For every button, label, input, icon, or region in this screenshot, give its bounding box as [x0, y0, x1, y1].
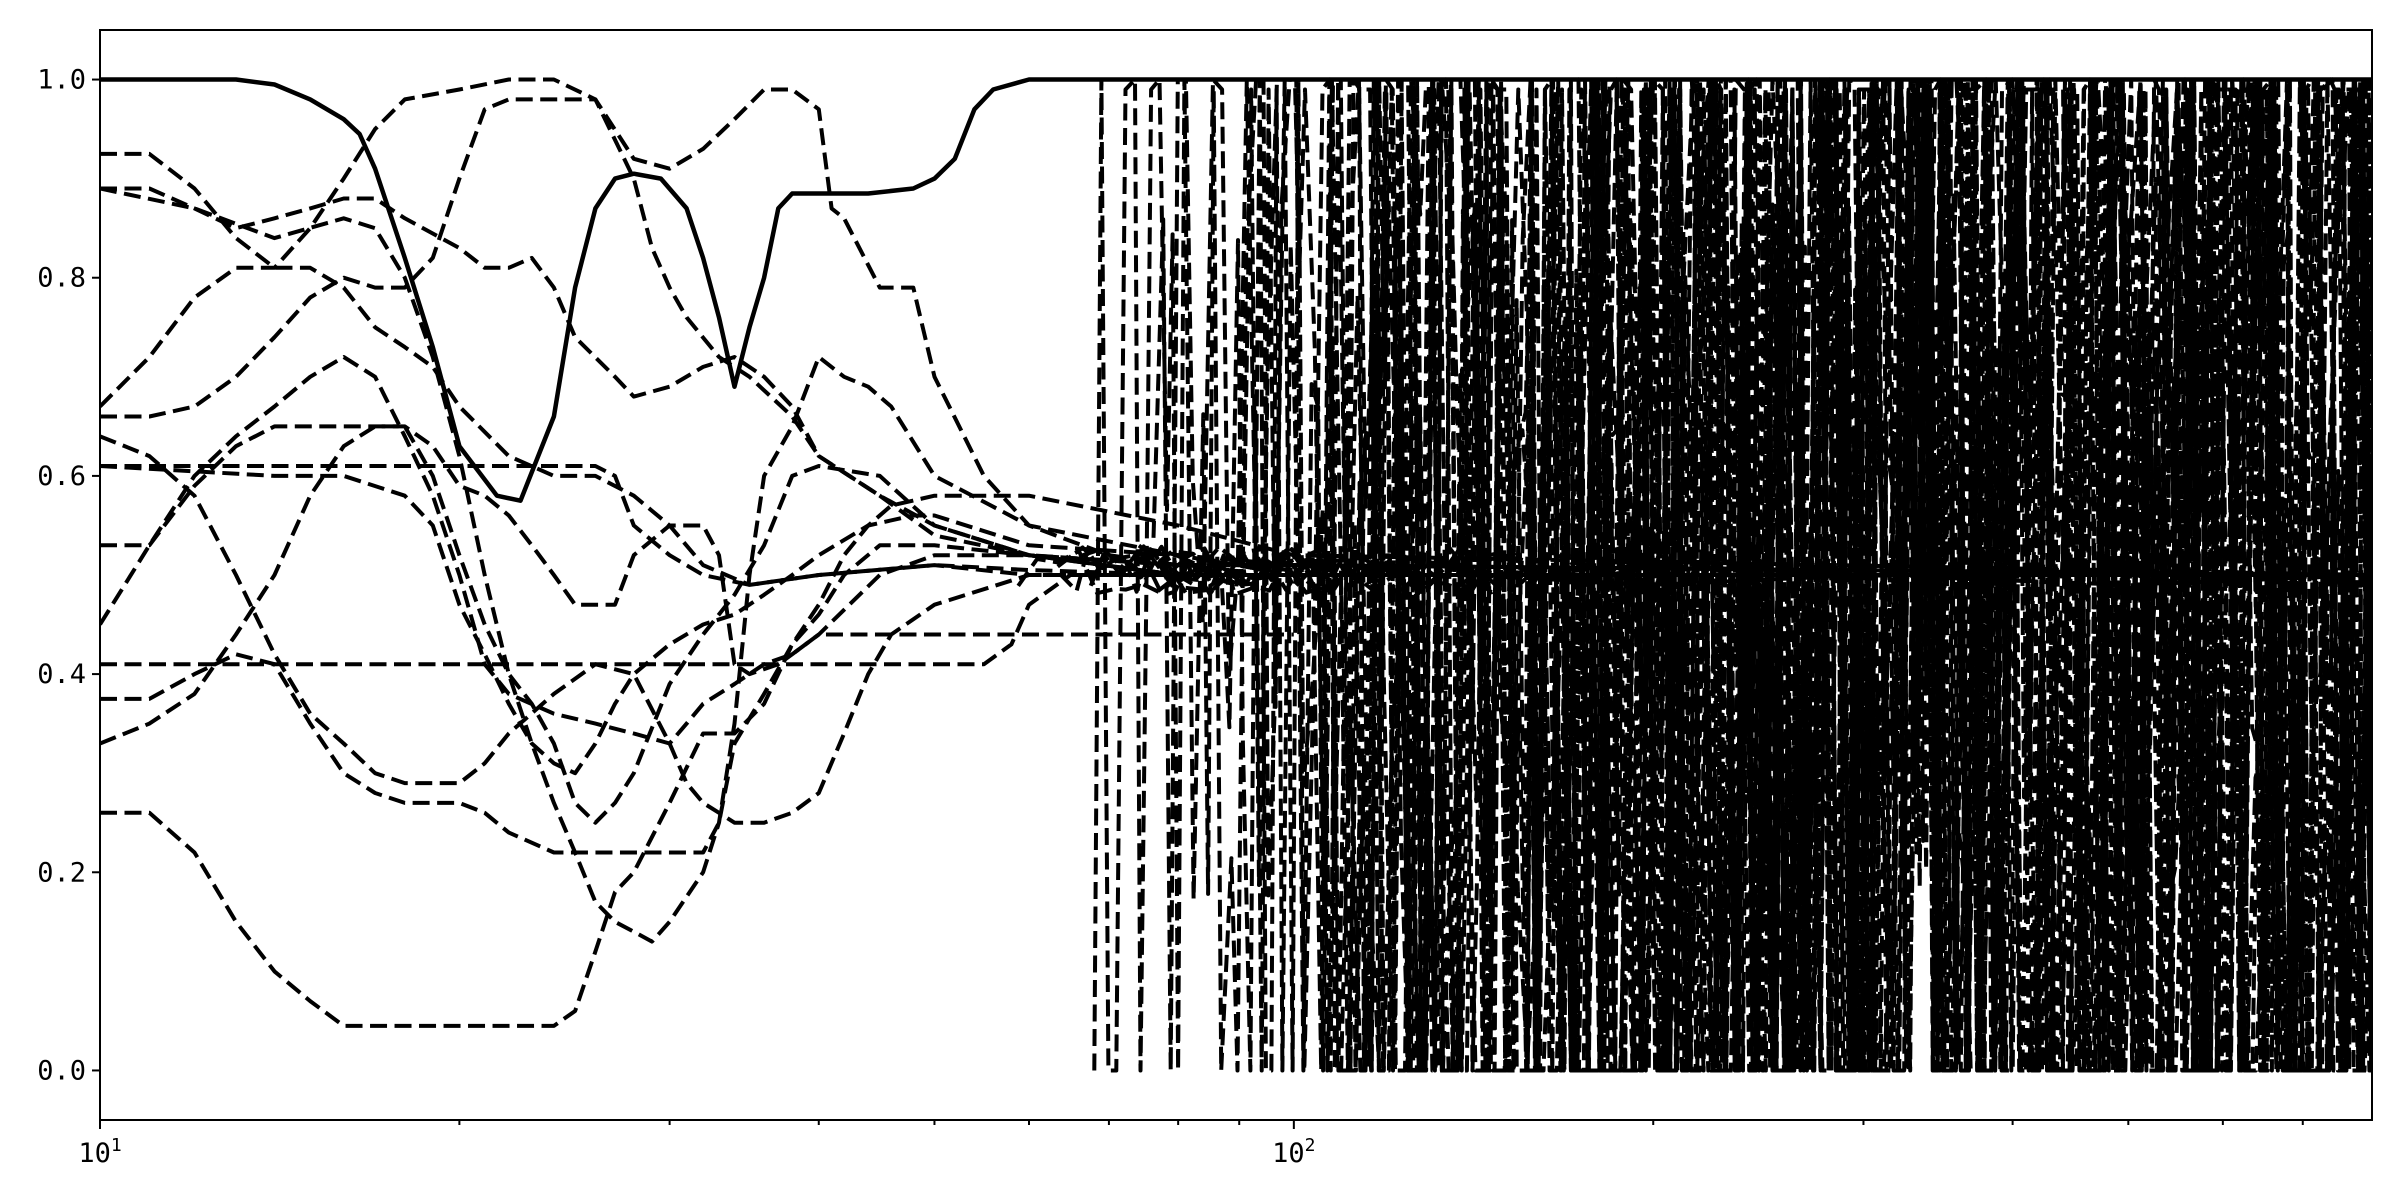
x-tick-base: 10 [78, 1138, 111, 1169]
oscillating-trace [1151, 77, 2372, 1073]
y-tick-label: 0.2 [37, 857, 86, 888]
series-line-dashed-13 [100, 464, 2372, 776]
oscillating-trace [1088, 77, 2372, 1073]
x-tick-exponent: 2 [1305, 1135, 1316, 1156]
series-line-dashed-6 [100, 424, 1294, 677]
y-tick-label: 0.4 [37, 659, 86, 690]
x-axis: 101 102 [78, 1120, 2304, 1169]
oscillating-trace [1092, 77, 2372, 1073]
x-tick-base: 10 [1272, 1138, 1305, 1169]
y-tick-label: 1.0 [37, 65, 86, 96]
series-line-solid [100, 77, 2372, 503]
series-line-dashed-12 [100, 186, 2372, 944]
x-tick-exponent: 1 [111, 1135, 122, 1156]
x-tick-label: 102 [1272, 1135, 1315, 1169]
series-line-dashed-8 [100, 493, 2372, 855]
series-line-dashed-9 [100, 424, 2372, 825]
y-tick-label: 0.6 [37, 461, 86, 492]
series-line-dashed-11 [100, 434, 2372, 825]
y-tick-label: 0.0 [37, 1055, 86, 1086]
series-line-dashed-10 [100, 543, 2372, 1028]
series-line-dashed-4 [100, 87, 2372, 577]
y-tick-label: 0.8 [37, 263, 86, 294]
x-tick-label: 101 [78, 1135, 121, 1169]
series-line-dashed-7 [100, 355, 2372, 746]
series-line-dashed-14 [100, 573, 1294, 667]
y-axis: 0.0 0.2 0.4 0.6 0.8 1.0 [37, 65, 100, 1086]
plot-frame [99, 29, 2373, 1121]
noise-lines [1016, 77, 2372, 1073]
